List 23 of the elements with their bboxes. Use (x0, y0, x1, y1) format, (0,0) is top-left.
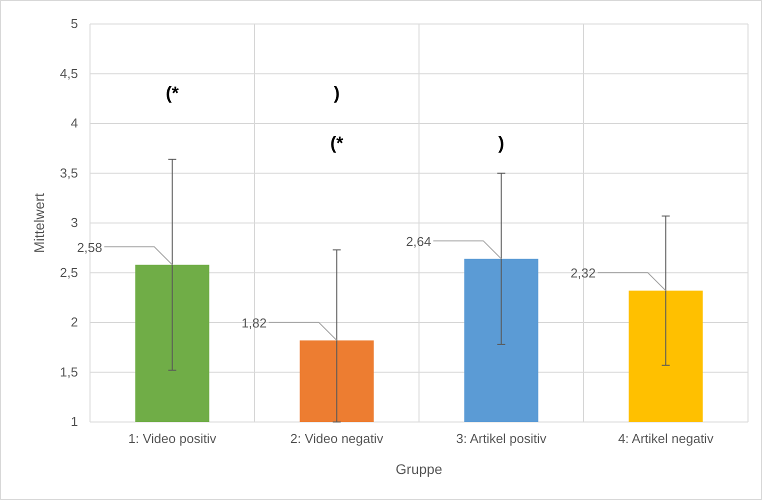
annotation: (* (166, 82, 179, 103)
y-tick-label: 2 (70, 314, 78, 330)
x-tick-label: 2: Video negativ (290, 431, 384, 446)
x-tick-label: 1: Video positiv (128, 431, 217, 446)
x-tick-label: 3: Artikel positiv (456, 431, 547, 446)
annotation: ) (334, 82, 340, 103)
x-tick-label: 4: Artikel negativ (618, 431, 714, 446)
annotation: (* (330, 132, 344, 153)
y-tick-label: 4,5 (60, 66, 78, 81)
annotation: ) (498, 132, 504, 153)
data-label: 2,32 (570, 266, 596, 281)
data-label: 1,82 (241, 315, 267, 330)
y-tick-label: 3 (70, 215, 78, 230)
y-axis-title: Mittelwert (31, 192, 47, 253)
y-tick-label: 1,5 (60, 364, 78, 380)
data-label: 2,58 (76, 240, 102, 255)
x-axis-title: Gruppe (396, 461, 443, 477)
y-tick-label: 4 (70, 116, 78, 131)
data-label: 2,64 (406, 234, 432, 249)
y-tick-label: 2,5 (60, 264, 78, 280)
y-tick-label: 1 (70, 414, 78, 430)
y-tick-label: 3,5 (60, 165, 78, 180)
y-tick-label: 5 (70, 16, 78, 32)
